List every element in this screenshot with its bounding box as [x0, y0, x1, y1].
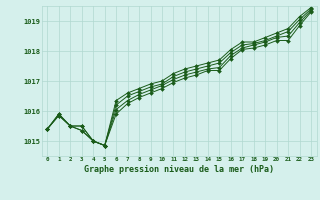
- X-axis label: Graphe pression niveau de la mer (hPa): Graphe pression niveau de la mer (hPa): [84, 165, 274, 174]
